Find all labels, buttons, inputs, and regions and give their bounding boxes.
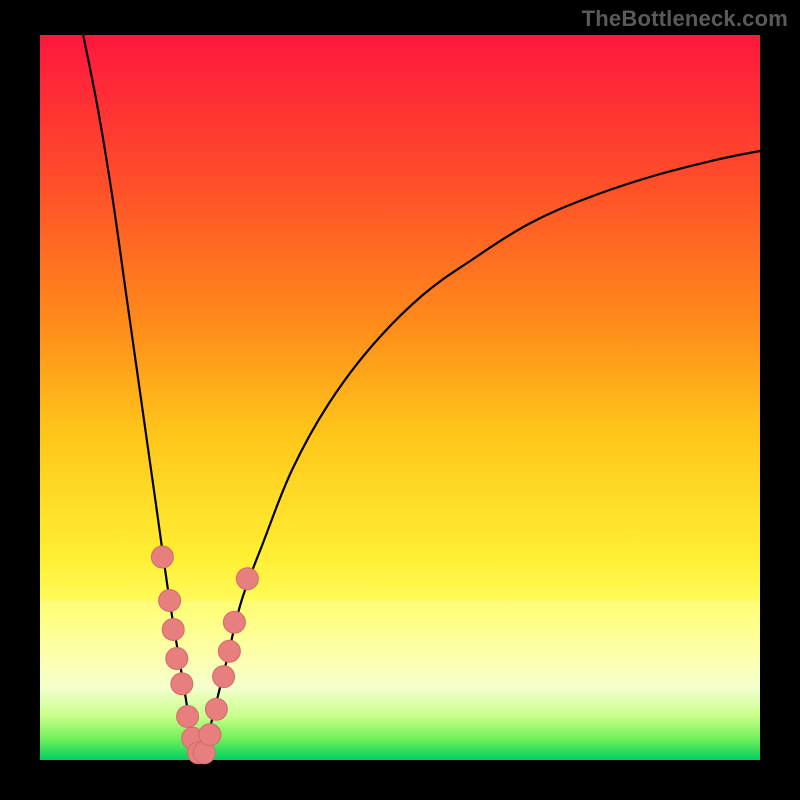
scatter-point <box>177 706 199 728</box>
scatter-point <box>205 698 227 720</box>
watermark-text: TheBottleneck.com <box>582 6 788 32</box>
scatter-point <box>159 590 181 612</box>
bottleneck-chart <box>0 0 800 800</box>
scatter-point <box>166 648 188 670</box>
scatter-point <box>199 724 221 746</box>
scatter-point <box>223 611 245 633</box>
scatter-point <box>171 673 193 695</box>
chart-container: TheBottleneck.com <box>0 0 800 800</box>
scatter-point <box>236 568 258 590</box>
scatter-point <box>218 640 240 662</box>
scatter-point <box>213 666 235 688</box>
highlight-band <box>40 601 760 652</box>
scatter-point <box>151 546 173 568</box>
scatter-point <box>162 619 184 641</box>
